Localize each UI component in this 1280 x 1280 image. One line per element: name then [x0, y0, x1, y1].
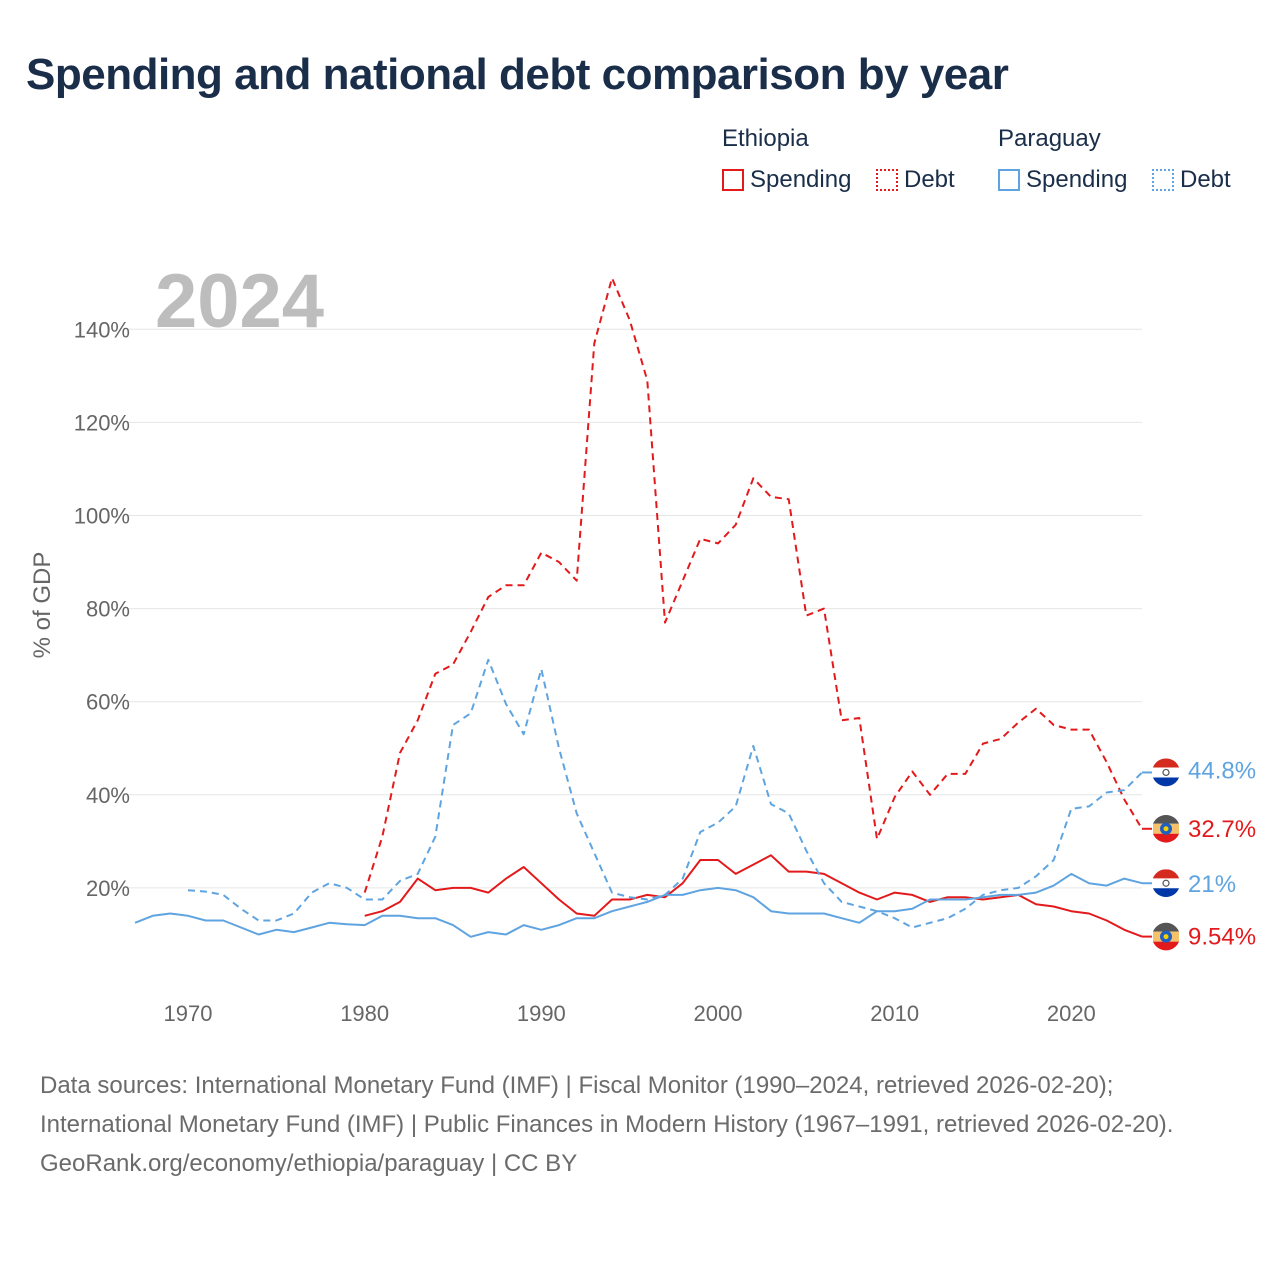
- x-tick-label: 1980: [340, 1001, 389, 1026]
- end-value-label: 21%: [1188, 871, 1236, 898]
- end-value-label: 32.7%: [1188, 816, 1256, 843]
- flag-bottom: [1153, 833, 1179, 843]
- x-tick-label: 2000: [694, 1001, 743, 1026]
- legend-label: Debt: [1180, 166, 1231, 193]
- x-tick-label: 2010: [870, 1001, 919, 1026]
- flag-bottom-blue: [1153, 888, 1179, 898]
- series-line-ethiopia-debt[interactable]: [363, 277, 1143, 893]
- series-line-paraguay-debt[interactable]: [187, 658, 1143, 929]
- x-tick-label: 1990: [517, 1001, 566, 1026]
- x-tick-label: 2020: [1047, 1001, 1096, 1026]
- flag-top-red: [1153, 869, 1179, 879]
- legend-label: Debt: [904, 166, 955, 193]
- legend-item-paraguay-spending[interactable]: Spending: [998, 166, 1127, 194]
- footer: Data sources: International Monetary Fun…: [40, 1066, 1240, 1183]
- legend-item-paraguay-debt[interactable]: Debt: [1152, 166, 1231, 194]
- line-chart: 20% 40% 60% 80% 100% 120% 140% 1970 1980 1990 200…: [29, 277, 1256, 1026]
- x-tick-label: 1970: [164, 1001, 213, 1026]
- y-tick-label: 100%: [74, 504, 130, 529]
- end-value-label: 44.8%: [1188, 757, 1256, 784]
- y-tick-label: 120%: [74, 410, 130, 435]
- legend-label: Spending: [750, 166, 852, 193]
- flag-icon-paraguay: [1142, 758, 1180, 787]
- legend-swatch-solid: [998, 169, 1020, 191]
- legend-item-ethiopia-debt[interactable]: Debt: [876, 166, 955, 194]
- end-value-label: 9.54%: [1188, 924, 1256, 951]
- footer-sources: Data sources: International Monetary Fun…: [40, 1072, 1174, 1138]
- legend-group-ethiopia: Ethiopia: [722, 125, 809, 152]
- legend-item-ethiopia-spending[interactable]: Spending: [722, 166, 851, 194]
- y-tick-label: 20%: [86, 876, 130, 901]
- flag-top: [1153, 814, 1179, 824]
- legend-label: Spending: [1026, 166, 1128, 193]
- flag-star: [1163, 826, 1169, 832]
- y-tick-label: 80%: [86, 597, 130, 622]
- flag-top: [1153, 922, 1179, 932]
- legend-swatch-solid: [722, 169, 744, 191]
- series-line-ethiopia-spending[interactable]: [364, 854, 1143, 938]
- flag-top-red: [1153, 758, 1179, 768]
- flag-bottom-blue: [1153, 777, 1179, 787]
- chart-title: Spending and national debt comparison by…: [26, 50, 1009, 99]
- flag-emblem: [1162, 879, 1170, 887]
- footer-attribution[interactable]: GeoRank.org/economy/ethiopia/paraguay | …: [40, 1150, 578, 1177]
- flag-icon-ethiopia: [1142, 814, 1179, 843]
- flag-icon-ethiopia: [1142, 922, 1179, 951]
- y-tick-label: 40%: [86, 783, 130, 808]
- year-label: 2024: [155, 259, 325, 344]
- y-axis-label: % of GDP: [29, 552, 56, 659]
- legend-group-paraguay: Paraguay: [998, 125, 1101, 152]
- series-line-paraguay-spending[interactable]: [134, 872, 1143, 938]
- legend-swatch-dotted: [1152, 169, 1174, 191]
- flag-bottom: [1153, 941, 1179, 951]
- flag-star: [1163, 934, 1169, 940]
- y-tick-label: 140%: [74, 317, 130, 342]
- flag-emblem: [1162, 768, 1170, 777]
- y-tick-label: 60%: [86, 690, 130, 715]
- legend-swatch-dotted: [876, 169, 898, 191]
- flag-icon-paraguay: [1142, 869, 1180, 898]
